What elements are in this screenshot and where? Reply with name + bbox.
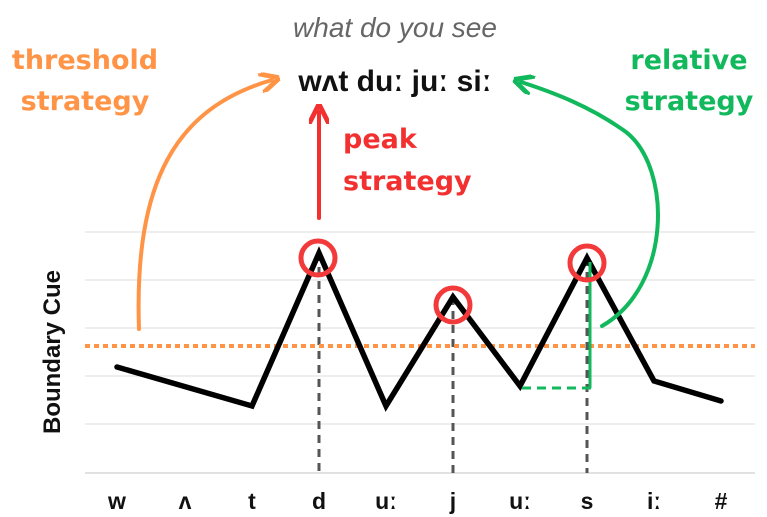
peak-circle-d (298, 238, 338, 278)
relative-strategy-label-2: strategy (625, 86, 754, 117)
grid-lines (85, 231, 755, 474)
caption: what do you see (293, 12, 497, 43)
transcription: wʌt duː juː siː (297, 65, 491, 98)
x-label: s (581, 488, 594, 514)
threshold-strategy-label-1: threshold (12, 45, 158, 76)
x-label: w (107, 488, 126, 514)
x-label: j (449, 488, 456, 514)
peak-circles (298, 238, 607, 325)
boundary-cue-curve (114, 246, 724, 412)
y-axis-label: Boundary Cue (39, 270, 66, 434)
relative-measure (522, 262, 592, 390)
x-label: t (248, 488, 256, 514)
peak-strategy-label-1: peak (343, 124, 418, 155)
peak-circle-s (567, 243, 607, 283)
x-label: iː (647, 488, 661, 514)
x-axis-labels: w ʌ t d uː j uː s iː # (107, 488, 728, 514)
peak-guides (317, 253, 589, 473)
x-label: uː (509, 488, 531, 514)
x-label: uː (375, 488, 397, 514)
x-label: # (715, 488, 728, 514)
relative-arrow (521, 82, 660, 328)
peak-strategy-label-2: strategy (343, 166, 472, 197)
relative-strategy-label-1: relative (630, 45, 747, 76)
threshold-strategy-label-2: strategy (21, 86, 150, 117)
peak-circle-j (433, 285, 473, 325)
threshold-arrow (136, 80, 272, 331)
x-label: ʌ (179, 488, 192, 514)
x-label: d (312, 488, 326, 514)
